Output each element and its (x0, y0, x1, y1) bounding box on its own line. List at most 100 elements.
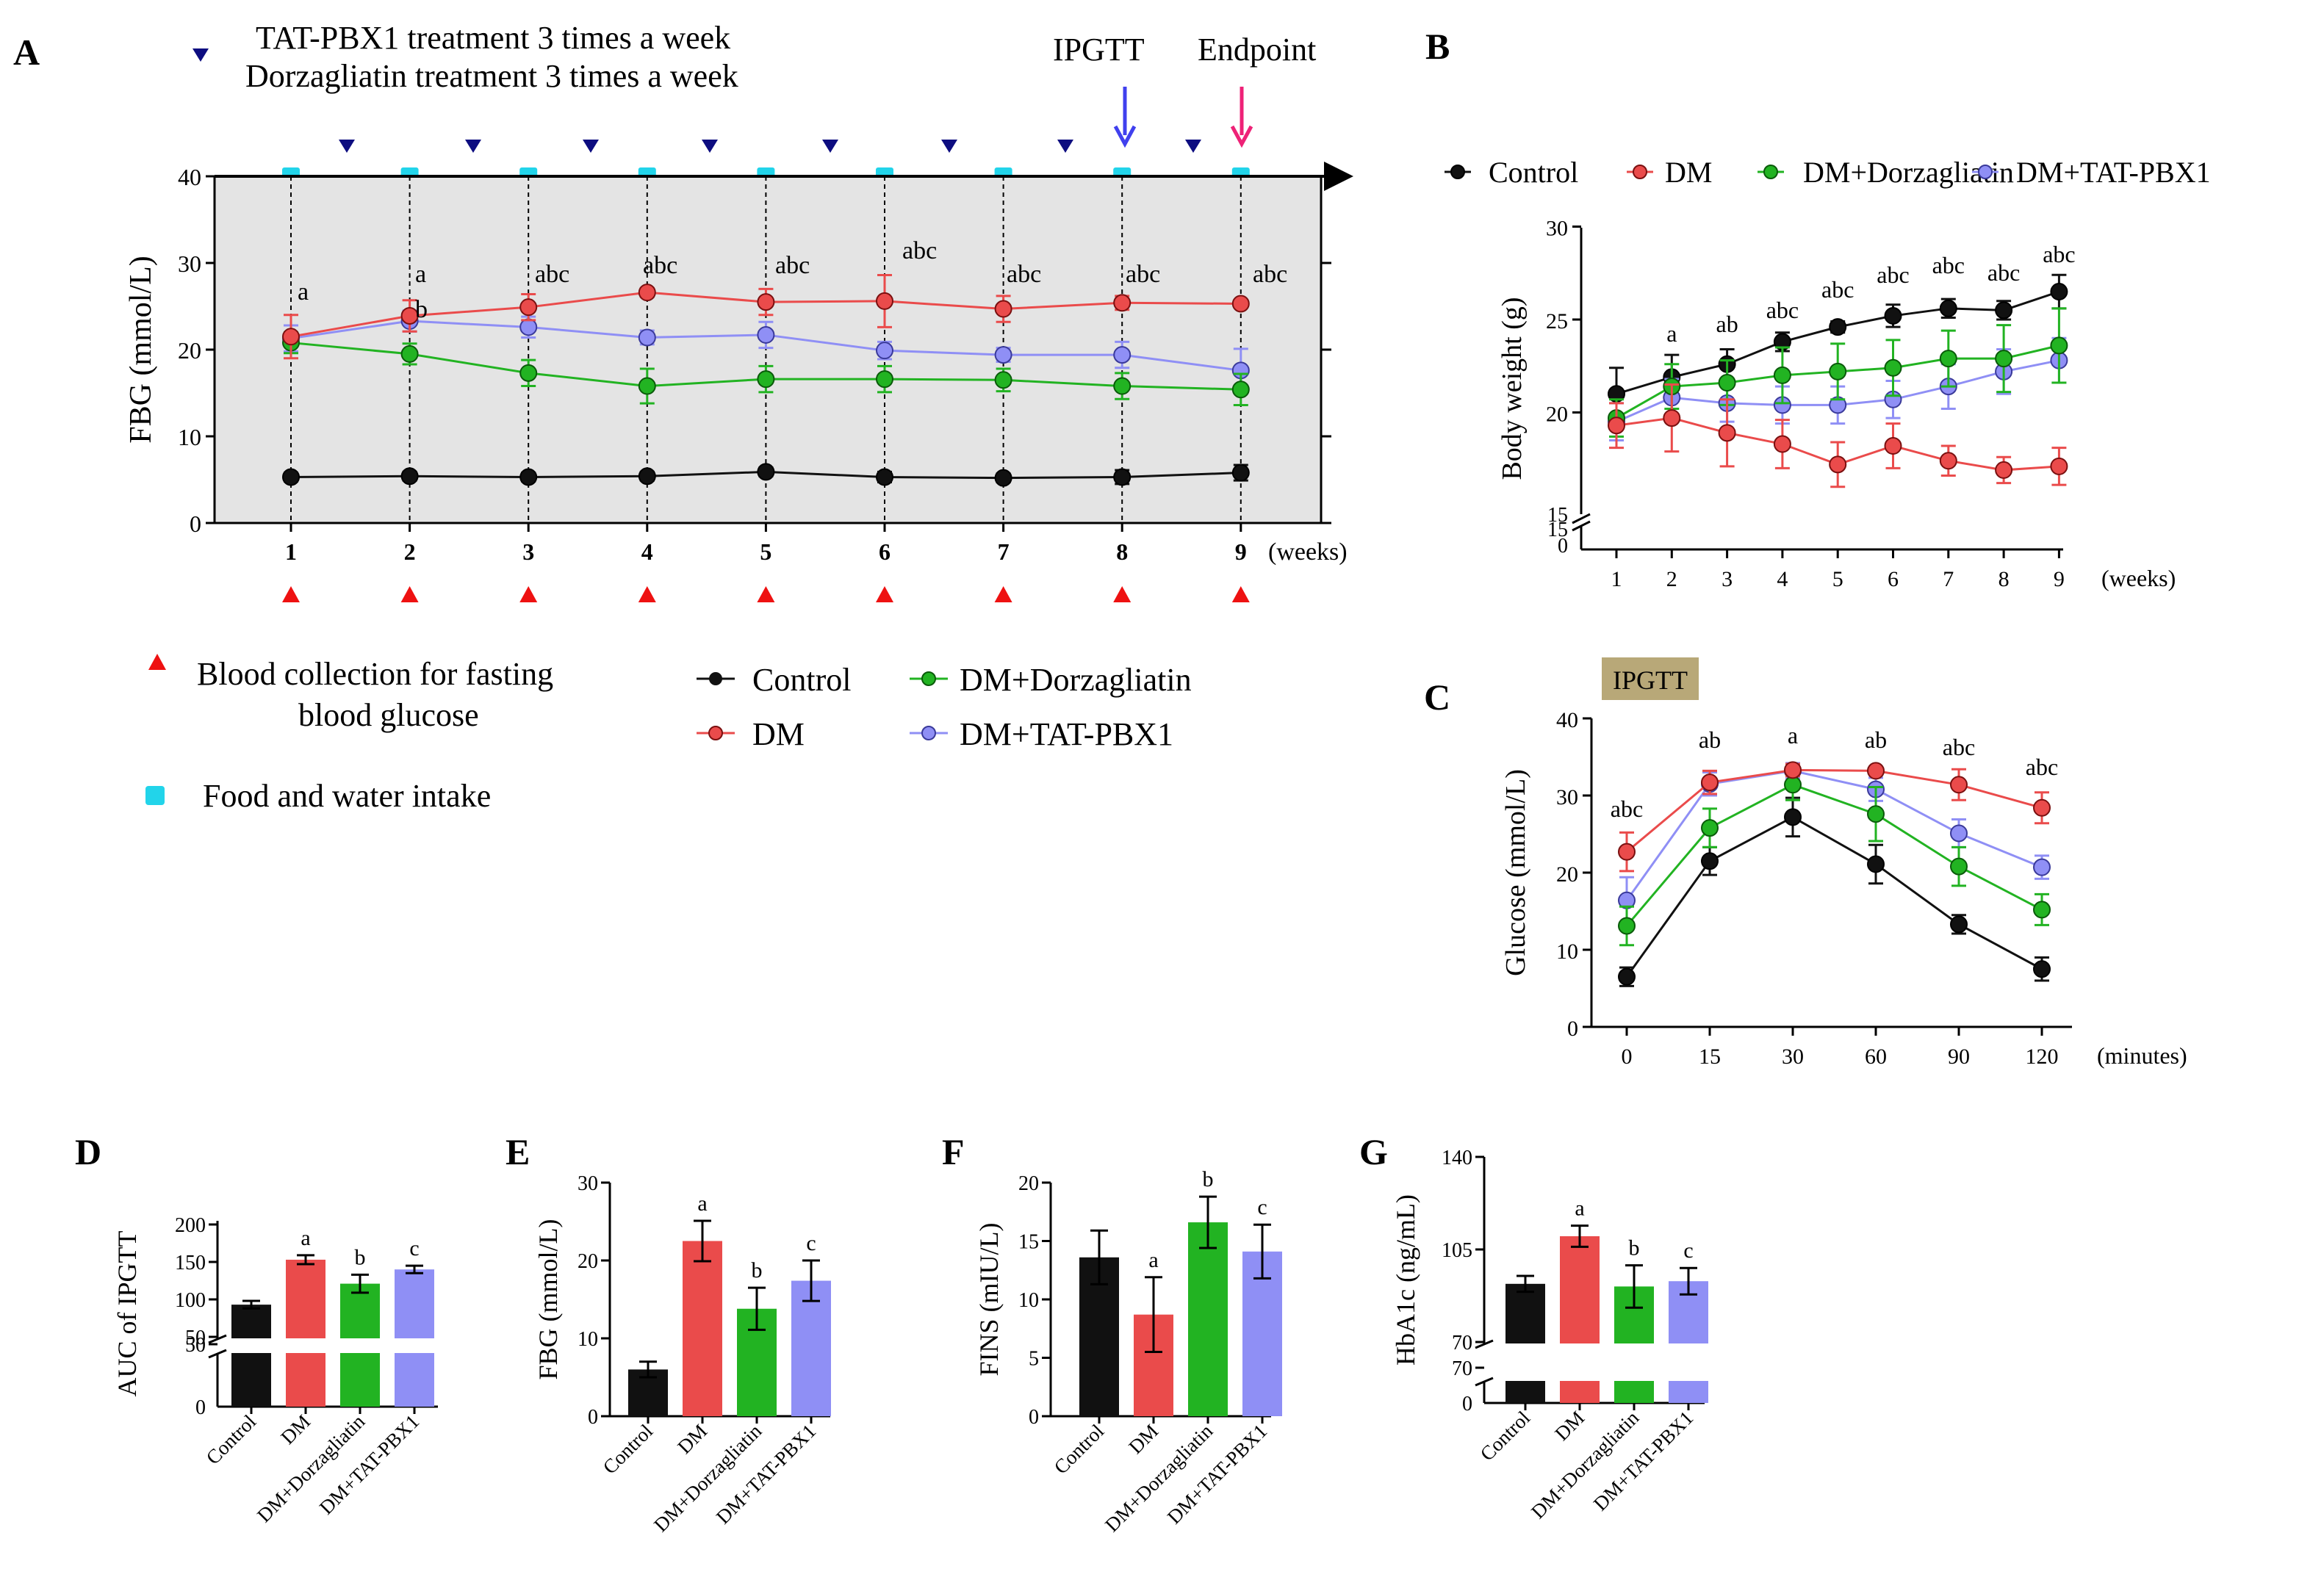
G-ytick-label: 70 (1452, 1332, 1472, 1354)
D-bar-low-tat (395, 1353, 434, 1407)
treat2-label: Dorzagliatin treatment 3 times a week (245, 58, 738, 94)
A-xtick-label: 5 (760, 538, 771, 565)
blood-collection-marker (638, 586, 656, 602)
A-point-control (519, 468, 538, 486)
B-xtick-label: 5 (1832, 567, 1843, 591)
cyan-square-legend-icon (145, 786, 165, 805)
blood-label-1: Blood collection for fasting (197, 656, 553, 692)
panel-d-letter: D (75, 1131, 101, 1172)
treatment-marker (941, 140, 957, 153)
A-point-control (757, 463, 775, 481)
legend-a-control: Control (752, 662, 851, 698)
B-point-dm (1663, 409, 1681, 428)
C-ytick-label: 0 (1567, 1017, 1578, 1041)
legend-a-control-marker (709, 672, 722, 685)
B-point-dm (1995, 461, 2013, 479)
A-point-dorz (638, 377, 656, 395)
plot-a: 0 10 20 30 40 1 2 3 4 5 6 7 8 9 (weeks) FBG (mmol/L) a a a… (124, 164, 1348, 566)
D-bar-tat (395, 1269, 434, 1338)
B-break-label: 15 (1547, 519, 1568, 541)
F-ylabel: FINS (mIU/L) (974, 1223, 1004, 1377)
C-annotation: abc (2026, 754, 2058, 780)
A-point-tat (876, 342, 893, 360)
blood-collection-marker (400, 586, 419, 602)
A-xlabel: (weeks) (1268, 538, 1348, 566)
C-point-dorz (1867, 805, 1885, 823)
G-xtick-label: Control (1476, 1407, 1535, 1465)
G-ytick-label: 105 (1442, 1239, 1472, 1262)
G-bar-control (1505, 1283, 1545, 1343)
A-point-control (876, 468, 893, 486)
A-point-dorz (994, 371, 1012, 389)
B-legend-label-control: Control (1489, 156, 1578, 189)
B-point-dm (1608, 416, 1625, 435)
B-point-dm (1718, 424, 1736, 442)
A-point-dm (519, 298, 538, 317)
B-point-control (1995, 301, 2013, 320)
E-ytick-label: 20 (578, 1250, 598, 1273)
C-xtick-label: 90 (1948, 1045, 1970, 1069)
B-point-dm (1773, 435, 1791, 453)
B-annotation: a (1666, 320, 1677, 347)
ipgtt-tag-box (1602, 657, 1699, 700)
blood-collection-marker (1231, 586, 1250, 602)
A-point-dm (1113, 294, 1132, 312)
B-point-dorz (1995, 350, 2013, 368)
B-point-dm (1884, 437, 1902, 455)
A-point-dorz (757, 370, 775, 389)
E-ytick-label: 10 (578, 1328, 598, 1351)
B-legend-label-dm: DM (1665, 156, 1712, 189)
panel-a: A TAT-PBX1 treatment 3 times a week Dorz… (13, 20, 1353, 814)
panel-f-letter: F (942, 1131, 965, 1172)
endpoint-arrow-icon (1230, 87, 1253, 148)
B-axis-break (1572, 513, 1591, 524)
legend-a-tat: DM+TAT-PBX1 (960, 716, 1173, 752)
C-point-dorz (1950, 857, 1968, 876)
D-break-label: 0 (195, 1396, 206, 1419)
E-annotation: a (697, 1191, 707, 1216)
G-axis-break-gap (1475, 1343, 1493, 1381)
A-point-dm (400, 306, 419, 325)
B-xtick-label: 4 (1777, 567, 1788, 591)
A-point-dm (282, 328, 300, 346)
B-legend-marker-dm (1633, 165, 1647, 179)
C-point-dorz (2033, 901, 2051, 919)
B-xlabel: (weeks) (2101, 565, 2176, 591)
B-point-dm (1939, 452, 1957, 470)
B-legend-marker-control (1450, 165, 1465, 179)
D-break-label: 50 (185, 1334, 206, 1357)
B-ytick-label: 20 (1546, 403, 1568, 427)
E-xtick-label: DM (673, 1420, 711, 1458)
food-label: Food and water intake (203, 778, 491, 814)
B-point-dorz (1829, 362, 1847, 380)
C-point-dorz (1701, 819, 1719, 837)
D-ytick-label: 50 (185, 1327, 206, 1349)
E-bar-tat (791, 1280, 831, 1416)
C-point-control (2033, 960, 2051, 978)
C-xtick-label: 60 (1865, 1045, 1887, 1069)
E-bar-dm (683, 1241, 722, 1416)
D-annotation: c (409, 1236, 419, 1260)
A-annotation: abc (1253, 261, 1287, 288)
A-point-tat (1113, 346, 1132, 364)
C-ytick-label: 40 (1556, 708, 1578, 732)
blood-collection-marker (519, 586, 538, 602)
treatment-marker (822, 140, 838, 153)
B-annotation: abc (1987, 259, 2020, 286)
E-annotation: c (806, 1231, 816, 1255)
panel-a-letter: A (13, 32, 40, 73)
B-annotation: abc (2043, 241, 2075, 267)
ipgtt-label: IPGTT (1053, 32, 1145, 68)
A-xtick-label: 3 (522, 538, 534, 565)
F-xtick-label: DM (1124, 1420, 1162, 1458)
blood-collection-marker (876, 586, 893, 602)
treatment-marker (339, 140, 355, 153)
panel-b-letter: B (1425, 26, 1450, 67)
C-ylabel: Glucose (mmol/L) (1500, 769, 1531, 976)
G-bar-dm (1560, 1236, 1600, 1343)
C-point-control (1701, 852, 1719, 870)
legend-a-dm-marker (708, 726, 723, 740)
A-point-tat (994, 346, 1012, 364)
A-xtick-label: 8 (1116, 538, 1128, 565)
